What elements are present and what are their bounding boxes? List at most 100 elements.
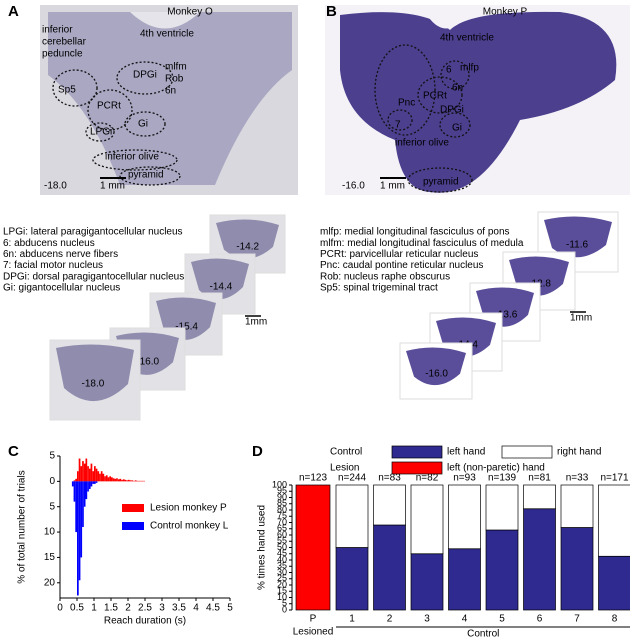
x-tick-label: 0.5 <box>70 603 84 614</box>
x-tick-label: 3.5 <box>172 603 186 614</box>
region-label: 4th ventricle <box>140 29 194 40</box>
histogram-bar <box>139 480 142 482</box>
abbreviation: DPGi: dorsal paragigantocellular nucleus <box>3 271 184 282</box>
region-label: PCRt <box>423 91 447 102</box>
histogram-bar <box>90 481 93 487</box>
y-tick-label: 20 <box>44 577 56 588</box>
panel-label: A <box>8 3 19 20</box>
x-tick-label: 3 <box>424 614 430 625</box>
legend-swatch <box>391 445 443 459</box>
abbreviation: 7: facial motor nucleus <box>3 260 103 271</box>
abbreviation: mlfp: medial longitudinal fasciculus of … <box>320 227 510 238</box>
section-tissue <box>216 219 279 259</box>
legend-group: Lesion <box>330 463 359 474</box>
histogram-bar <box>112 478 115 482</box>
region-label: 6n <box>452 83 463 94</box>
depth-label: -15.4 <box>175 322 198 333</box>
x-tick-label: 2 <box>125 603 131 614</box>
bar-segment <box>560 484 594 528</box>
region-label: pyramid <box>128 170 164 181</box>
histogram-bar <box>126 480 128 482</box>
y-tick-label: 45 <box>277 548 287 558</box>
bar-label: n=83 <box>378 473 401 484</box>
histogram-bar <box>83 463 86 482</box>
abbreviation: Sp5: spinal trigeminal tract <box>320 283 438 294</box>
y-tick-label: 55 <box>277 536 287 546</box>
histogram-bar <box>92 481 94 484</box>
abbreviation: LPGi: lateral paragigantocellular nucleu… <box>3 227 183 238</box>
x-tick-label: 4.5 <box>206 603 220 614</box>
histogram-bar <box>104 476 106 482</box>
histogram-bar <box>75 478 77 482</box>
histogram-bar <box>124 479 127 482</box>
histogram-bar <box>82 481 84 527</box>
histogram-bar <box>133 480 135 482</box>
x-tick-label: 7 <box>574 614 580 625</box>
histogram-bar <box>75 481 77 533</box>
region-label: mlfp <box>460 63 479 74</box>
section-tissue <box>56 344 134 402</box>
depth-label: -16.0 <box>342 181 365 192</box>
bar-segment <box>560 527 594 611</box>
y-tick-label: 5 <box>282 598 287 608</box>
bar-label: n=244 <box>338 473 367 484</box>
region-label: 6n <box>165 86 176 97</box>
x-axis-label: Reach duration (s) <box>104 616 186 627</box>
x-tick-label: 4 <box>462 614 468 625</box>
x-tick-label: 1.5 <box>104 603 118 614</box>
panel-label: D <box>252 443 263 460</box>
y-tick-label: 35 <box>277 561 287 571</box>
histogram-bar <box>138 480 140 482</box>
bar-segment <box>448 548 481 611</box>
histogram-bar <box>122 479 125 482</box>
histogram-bar <box>119 478 122 482</box>
y-tick-label: 10 <box>277 592 287 602</box>
x-tick-label: 4 <box>193 603 199 614</box>
region-label: 6 <box>446 65 452 76</box>
ventricle <box>425 12 470 29</box>
abbreviation: 6: abducens nucleus <box>3 238 95 249</box>
histogram-bar <box>111 477 113 482</box>
histogram-bar <box>143 480 145 482</box>
legend-swatch <box>122 522 144 530</box>
tissue-section <box>340 11 617 193</box>
bar-label: n=33 <box>566 473 589 484</box>
histogram-bar <box>117 479 120 482</box>
y-tick-label: 60 <box>277 529 287 539</box>
legend-label: Lesion monkey P <box>150 503 227 514</box>
x-tick-label: 5 <box>499 614 505 625</box>
histogram-bar <box>114 478 117 482</box>
y-tick-label: 90 <box>277 492 287 502</box>
histogram-bar <box>73 480 76 482</box>
panel-label: C <box>8 443 19 460</box>
bar-label: n=82 <box>416 473 439 484</box>
scale-label: 1 mm <box>100 181 125 192</box>
region-label: pyramid <box>423 177 459 188</box>
bar-segment <box>373 524 406 611</box>
y-tick-label: 0 <box>49 476 55 487</box>
abbreviation: Gi: gigantocellular nucleus <box>3 283 120 294</box>
histogram-bar <box>85 458 88 482</box>
x-tick-label: 0 <box>57 603 63 614</box>
histogram-bar <box>78 481 81 581</box>
y-axis-label: % of total number of trials <box>17 470 28 583</box>
region-label: DPGi <box>133 70 157 81</box>
legend-group: Control <box>330 447 362 458</box>
legend-swatch <box>122 504 144 512</box>
region-label: mlfm <box>165 62 187 73</box>
depth-label: -16.0 <box>136 357 159 368</box>
histogram-bar <box>109 476 111 482</box>
region-label: LPGi <box>90 127 112 138</box>
depth-label: -16.0 <box>425 368 448 379</box>
histogram-bar <box>82 461 84 482</box>
legend-label: right hand <box>557 447 601 458</box>
histogram-bar <box>88 481 91 489</box>
y-tick-label: 80 <box>277 504 287 514</box>
histogram-bar <box>102 473 105 482</box>
scale-label: 1mm <box>245 317 267 328</box>
histogram-bar <box>129 480 132 482</box>
bar-label: n=139 <box>488 473 517 484</box>
depth-label: -14.4 <box>210 282 233 293</box>
panel-title: Monkey O <box>167 7 213 18</box>
